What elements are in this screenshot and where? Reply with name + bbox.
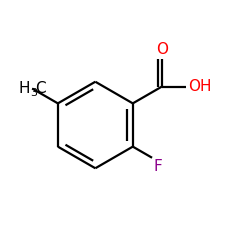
Text: OH: OH [188, 79, 211, 94]
Text: F: F [153, 159, 162, 174]
Text: 3: 3 [30, 88, 38, 98]
Text: C: C [35, 81, 45, 96]
Text: H: H [18, 81, 30, 96]
Text: O: O [156, 42, 168, 56]
